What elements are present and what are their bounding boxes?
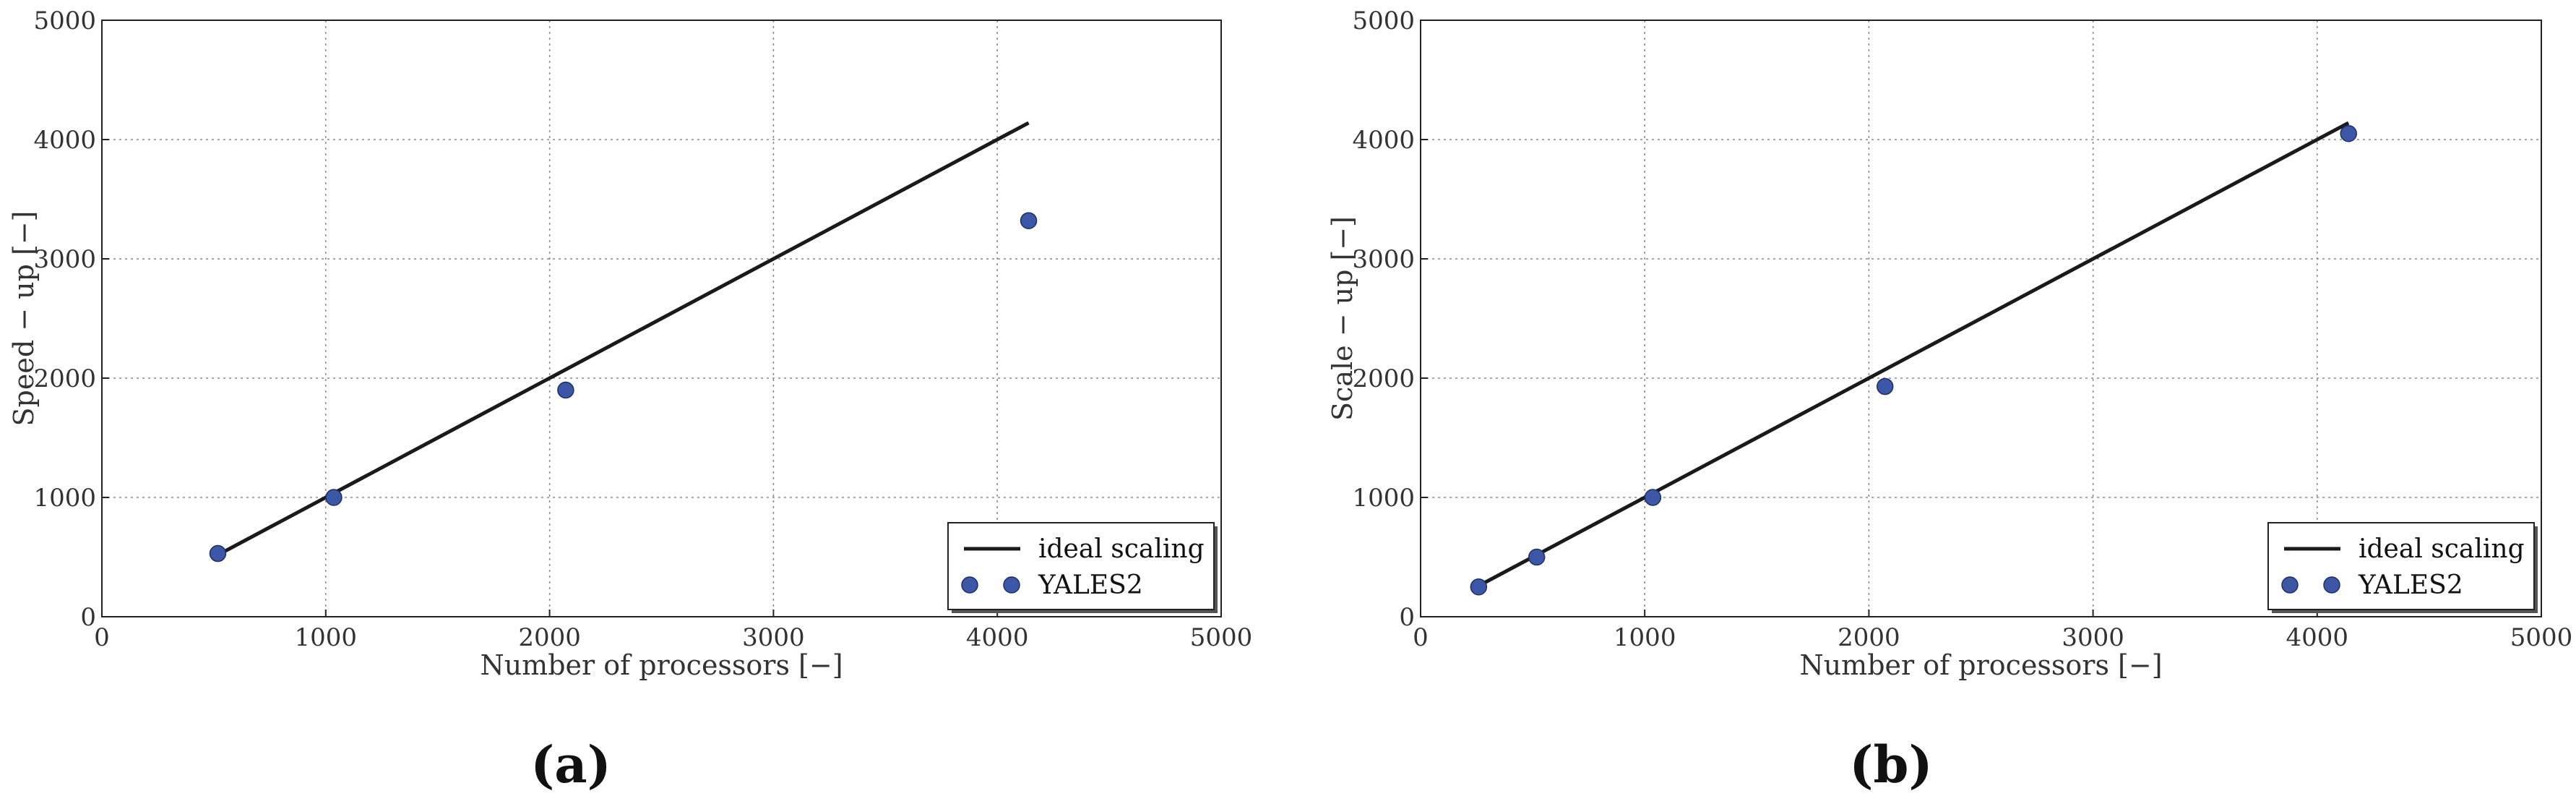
y-tick-label: 3000 <box>33 245 96 274</box>
x-tick-label: 0 <box>1413 623 1429 652</box>
legend-box <box>947 522 1215 610</box>
panel-caption: (a) <box>530 735 611 795</box>
y-tick-label: 4000 <box>1352 126 1415 155</box>
x-tick-label: 3000 <box>742 623 805 652</box>
legend-label-yales2: YALES2 <box>2358 570 2463 600</box>
chart-panel-b: 0 1000 2000 3000 4000 5000 0 1000 2000 3000 4000 50… <box>1327 7 2572 795</box>
x-tick-label: 0 <box>94 623 110 652</box>
x-tick-label: 1000 <box>295 623 358 652</box>
legend-marker-swatch <box>2323 576 2340 594</box>
x-tick-label: 2000 <box>1838 623 1900 652</box>
y-tick-label: 1000 <box>33 484 96 513</box>
y-tick-label: 1000 <box>1352 484 1415 513</box>
y-tick-label: 3000 <box>1352 245 1415 274</box>
chart-panel-a: 0 1000 2000 3000 4000 5000 0 1000 2000 3000 4000 50… <box>8 7 1252 795</box>
x-tick-label: 4000 <box>966 623 1029 652</box>
legend-box <box>2267 522 2535 610</box>
legend-label-ideal-scaling: ideal scaling <box>1038 534 1205 564</box>
yales2-point <box>209 544 227 563</box>
x-tick-label: 1000 <box>1614 623 1676 652</box>
x-tick-label: 5000 <box>2510 623 2573 652</box>
yales2-point <box>1470 578 1488 596</box>
yales2-point <box>1876 377 1894 395</box>
legend-marker-swatch <box>2281 576 2299 594</box>
y-tick-label: 5000 <box>33 7 96 35</box>
x-tick-label: 5000 <box>1190 623 1253 652</box>
yales2-point <box>1020 212 1038 229</box>
plot-frame <box>101 20 1222 617</box>
x-tick-label: 4000 <box>2286 623 2349 652</box>
ideal-scaling-line <box>217 121 1030 557</box>
yales2-point <box>325 489 343 506</box>
y-tick-label: 2000 <box>33 364 96 393</box>
x-axis-label: Number of processors [−] <box>480 649 843 681</box>
yales2-point <box>2340 125 2357 142</box>
plot-frame <box>1420 20 2542 617</box>
legend-label-ideal-scaling: ideal scaling <box>2359 534 2525 564</box>
yales2-point <box>557 381 574 399</box>
y-tick-label: 4000 <box>33 126 96 155</box>
x-tick-label: 3000 <box>2062 623 2124 652</box>
legend-marker-swatch <box>961 576 978 594</box>
legend-marker-swatch <box>1003 576 1020 594</box>
y-tick-label: 5000 <box>1352 7 1415 35</box>
y-axis-label: Scale − up [−] <box>1327 216 1358 421</box>
legend-label-yales2: YALES2 <box>1038 570 1143 600</box>
y-axis-label: Speed − up [−] <box>8 210 40 426</box>
y-tick-label: 0 <box>80 603 96 632</box>
panel-caption: (b) <box>1849 735 1932 795</box>
y-tick-label: 2000 <box>1352 364 1415 393</box>
x-tick-label: 2000 <box>518 623 581 652</box>
yales2-point <box>1644 489 1662 506</box>
y-tick-label: 0 <box>1399 603 1415 632</box>
yales2-point <box>1528 548 1546 566</box>
ideal-scaling-line <box>1478 121 2350 588</box>
x-axis-label: Number of processors [−] <box>1799 649 2162 681</box>
